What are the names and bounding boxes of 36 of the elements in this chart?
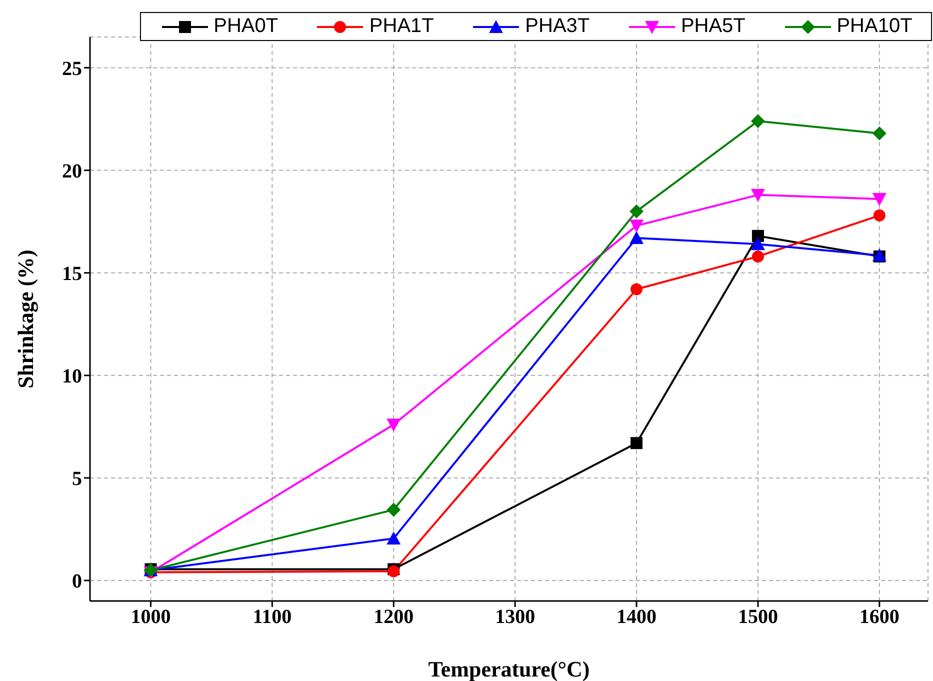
point [630, 220, 644, 233]
x-tick-label: 1600 [859, 606, 900, 628]
point [386, 502, 401, 517]
x-tick-label: 1500 [738, 606, 778, 628]
point [750, 188, 765, 202]
point [872, 126, 886, 140]
x-tick-label: 1200 [374, 606, 414, 628]
y-tick-label: 20 [62, 160, 82, 182]
point [630, 230, 644, 244]
point [386, 531, 401, 544]
point [752, 250, 764, 262]
y-axis-title: Shrinkage (%) [12, 250, 38, 388]
point [873, 209, 886, 222]
x-tick-label: 1000 [130, 606, 171, 628]
y-tick-label: 5 [72, 468, 82, 490]
legend-label: PHA0T [214, 15, 278, 38]
y-tick-label: 10 [62, 366, 82, 388]
y-tick-label: 15 [62, 262, 82, 285]
point [750, 114, 765, 128]
point [752, 230, 764, 242]
point [872, 193, 886, 206]
legend-label: PHA3T [525, 15, 590, 38]
legend-label: PHA10T [836, 15, 912, 38]
point [386, 418, 401, 432]
legend-label: PHA1T [369, 15, 434, 38]
y-tick-label: 0 [72, 570, 82, 593]
point [630, 283, 643, 296]
point [630, 204, 644, 218]
y-tick-label: 25 [62, 58, 82, 80]
x-tick-label: 1400 [616, 606, 657, 628]
point [750, 237, 765, 250]
legend-label: PHA5T [680, 15, 746, 38]
x-axis-title: Temperature(°C) [428, 656, 590, 681]
x-tick-label: 1100 [252, 606, 292, 628]
point [630, 437, 643, 450]
x-tick-label: 1300 [495, 606, 536, 628]
